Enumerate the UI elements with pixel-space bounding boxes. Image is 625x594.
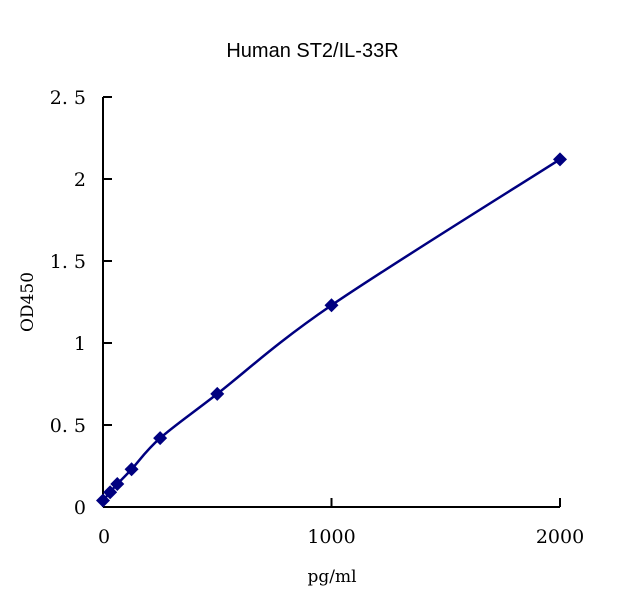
- y-axis-label: OD450: [18, 272, 38, 332]
- diamond-marker-icon: [103, 485, 118, 500]
- y-tick-label: 2. 5: [50, 87, 86, 109]
- y-tick-label: 0: [74, 497, 86, 519]
- chart-title: Human ST2/IL-33R: [226, 40, 399, 62]
- x-tick-label: 1000: [307, 526, 355, 548]
- x-tick-label: 0: [98, 526, 110, 548]
- diamond-marker-icon: [324, 298, 339, 313]
- diamond-marker-icon: [153, 431, 168, 446]
- diamond-marker-icon: [96, 493, 110, 508]
- diamond-marker-icon: [553, 152, 567, 167]
- axes: 0 0. 5 1 1. 5 2 2. 5 0 1000 2000: [50, 87, 584, 548]
- y-tick-label: 0. 5: [50, 415, 86, 437]
- diamond-marker-icon: [210, 386, 225, 401]
- data-series: [96, 152, 567, 508]
- y-tick-label: 2: [74, 169, 86, 191]
- x-tick-label: 2000: [536, 526, 584, 548]
- standard-curve-line: [102, 158, 561, 502]
- y-tick-label: 1. 5: [50, 251, 86, 273]
- x-axis-label: pg/ml: [307, 567, 356, 587]
- y-tick-label: 1: [74, 333, 86, 355]
- diamond-marker-icon: [110, 477, 125, 492]
- diamond-marker-icon: [124, 462, 139, 477]
